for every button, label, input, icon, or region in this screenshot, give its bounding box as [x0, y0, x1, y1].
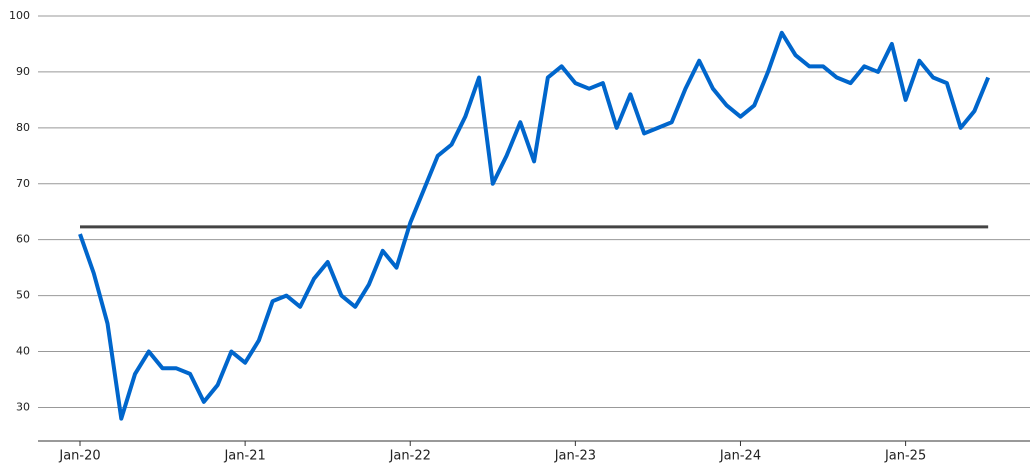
y-tick-label: 40: [16, 345, 30, 358]
data-line: [78, 30, 991, 421]
x-tick-label: Jan-20: [58, 449, 100, 464]
y-tick-label: 80: [16, 121, 30, 134]
x-tick-label: Jan-22: [389, 449, 431, 464]
x-tick-label: Jan-25: [884, 449, 926, 464]
x-tick-label: Jan-21: [223, 449, 265, 464]
y-tick-label: 90: [16, 65, 30, 78]
y-tick-label: 50: [16, 289, 30, 302]
x-tick-label: Jan-23: [554, 449, 596, 464]
y-tick-label: 30: [16, 400, 30, 413]
y-tick-label: 70: [16, 177, 30, 190]
y-tick-label: 100: [9, 9, 30, 22]
x-tick-label: Jan-24: [719, 449, 761, 464]
y-tick-label: 60: [16, 233, 30, 246]
